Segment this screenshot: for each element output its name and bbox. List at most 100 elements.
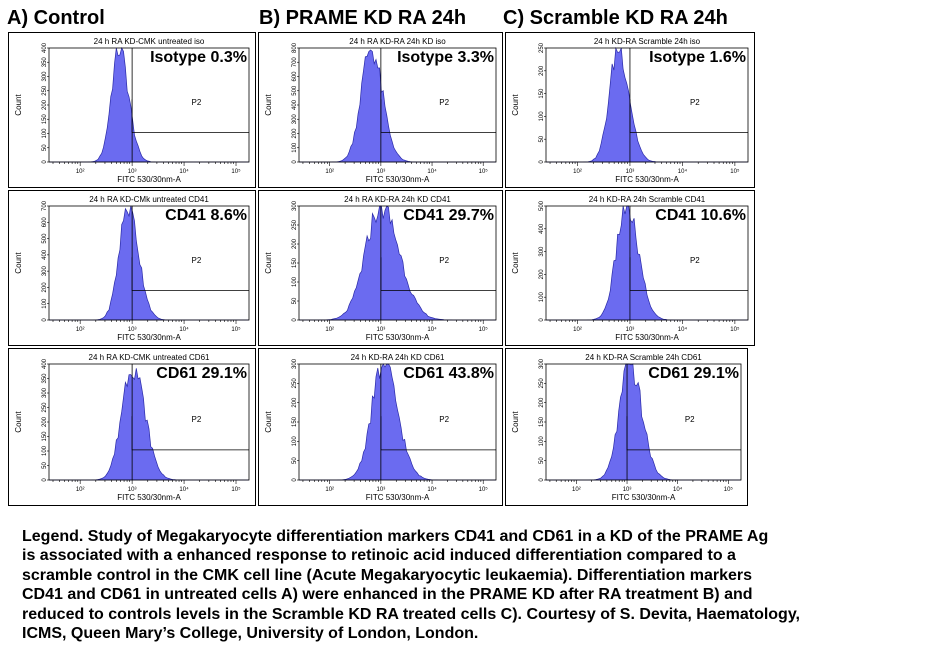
column-title-prame-kd: B) PRAME KD RA 24h	[259, 7, 467, 29]
y-tick-label: 100	[42, 128, 48, 139]
y-tick-label: 100	[42, 298, 48, 309]
plot-frame	[545, 205, 749, 321]
y-tick-label: 50	[292, 297, 298, 304]
y-axis-label: Count	[14, 94, 23, 116]
y-axis-label: Count	[14, 411, 23, 433]
y-tick-label: 200	[539, 65, 545, 76]
y-tick-label: 500	[292, 85, 298, 96]
x-tick-label: 10²	[76, 327, 85, 333]
percent-annotation: CD41 29.7%	[403, 207, 494, 224]
y-tick-label: 400	[539, 223, 545, 234]
y-tick-label: 500	[42, 233, 48, 244]
y-axis-label: Count	[14, 252, 23, 274]
histogram-title: 24 h KD-RA Scramble 24h CD61	[585, 353, 702, 362]
y-axis-label: Count	[264, 411, 273, 433]
x-tick-label: 10²	[325, 327, 334, 333]
y-axis-label: Count	[511, 252, 520, 274]
histogram-panel-prame-cd61: 24 h KD-RA 24h KD CD61 P2 CD61 43.8% 0 50 100…	[258, 348, 503, 506]
gate-box	[626, 364, 741, 451]
y-tick-label: 0	[42, 478, 48, 482]
y-tick-label: 400	[42, 358, 48, 369]
y-tick-label: 0	[292, 160, 298, 164]
x-tick-label: 10²	[76, 169, 85, 175]
column-title-scramble-kd: C) Scramble KD RA 24h	[503, 7, 728, 29]
y-tick-label: 250	[539, 378, 545, 389]
gate-box	[380, 48, 496, 133]
plot-frame	[48, 205, 250, 321]
y-tick-label: 300	[539, 246, 545, 257]
x-tick-label: 10³	[128, 169, 137, 175]
y-tick-label: 150	[42, 431, 48, 442]
y-tick-label: 150	[292, 416, 298, 427]
percent-annotation: Isotype 3.3%	[397, 49, 494, 66]
legend-line: scramble control in the CMK cell line (A…	[22, 566, 753, 584]
gate-box	[629, 48, 748, 133]
y-tick-label: 700	[42, 200, 48, 211]
histogram-title: 24 h RA KD-CMK untreated CD61	[89, 353, 210, 362]
y-tick-label: 300	[292, 358, 298, 369]
histogram-title: 24 h KD-RA Scramble 24h iso	[594, 37, 701, 46]
y-tick-label: 50	[42, 144, 48, 151]
histogram-panel-scramble-cd41: 24 h KD-RA 24h Scramble CD41 P2 CD41 10.6%…	[505, 190, 755, 346]
x-tick-label: 10³	[128, 327, 137, 333]
x-axis-label: FITC 530/30nm-A	[615, 175, 679, 184]
y-axis-label: Count	[264, 94, 273, 116]
histogram-area	[49, 368, 249, 481]
y-tick-label: 400	[292, 99, 298, 110]
histogram-panel-control-isotype: 24 h RA KD-CMK untreated iso P2 Isotype 0.…	[8, 32, 256, 188]
gate-label: P2	[192, 98, 202, 107]
x-tick-label: 10⁵	[724, 486, 734, 493]
y-tick-label: 200	[539, 397, 545, 408]
y-tick-label: 0	[539, 160, 545, 164]
y-tick-label: 500	[539, 200, 545, 211]
y-tick-label: 250	[292, 378, 298, 389]
y-tick-label: 50	[292, 457, 298, 464]
x-tick-label: 10³	[626, 327, 635, 333]
x-tick-label: 10⁴	[673, 486, 683, 493]
y-tick-label: 100	[42, 445, 48, 456]
histogram-svg: 24 h RA KD-CMk untreated CD41 P2 CD41 8.6%…	[14, 195, 250, 342]
y-tick-label: 50	[42, 462, 48, 469]
percent-annotation: Isotype 1.6%	[649, 49, 746, 66]
gate-label: P2	[690, 256, 700, 265]
x-tick-label: 10⁵	[730, 168, 740, 175]
histogram-title: 24 h KD-RA 24h KD CD61	[351, 353, 445, 362]
x-tick-label: 10³	[623, 487, 632, 493]
y-tick-label: 350	[42, 373, 48, 384]
y-axis-label: Count	[511, 411, 520, 433]
histogram-panel-scramble-isotype: 24 h KD-RA Scramble 24h iso P2 Isotype 1.6…	[505, 32, 755, 188]
y-tick-label: 100	[539, 111, 545, 122]
histogram-svg: 24 h RA KD-RA 24h KD CD41 P2 CD41 29.7% 0 50…	[264, 195, 497, 342]
x-axis-label: FITC 530/30nm-A	[366, 175, 430, 184]
gate-label: P2	[192, 256, 202, 265]
histogram-svg: 24 h KD-RA Scramble 24h CD61 P2 CD61 29.1%…	[511, 353, 742, 502]
histogram-svg: 24 h KD-RA 24h KD CD61 P2 CD61 43.8% 0 50 100…	[264, 353, 497, 502]
histogram-panel-control-cd61: 24 h RA KD-CMK untreated CD61 P2 CD61 29.1…	[8, 348, 256, 506]
y-tick-label: 800	[292, 42, 298, 53]
y-tick-label: 300	[42, 265, 48, 276]
histogram-panel-prame-isotype: 24 h RA KD-RA 24h KD iso P2 Isotype 3.3% 0 1…	[258, 32, 503, 188]
legend-line: ICMS, Queen Mary’s College, University o…	[22, 625, 479, 643]
histogram-panel-scramble-cd61: 24 h KD-RA Scramble 24h CD61 P2 CD61 29.1%…	[505, 348, 748, 506]
y-tick-label: 400	[42, 249, 48, 260]
y-tick-label: 0	[292, 318, 298, 322]
x-tick-label: 10³	[626, 169, 635, 175]
gate-box	[131, 48, 249, 133]
x-axis-label: FITC 530/30nm-A	[117, 493, 181, 502]
histogram-svg: 24 h RA KD-CMK untreated iso P2 Isotype 0.…	[14, 37, 250, 184]
y-tick-label: 100	[292, 276, 298, 287]
y-tick-label: 250	[42, 85, 48, 96]
y-tick-label: 0	[539, 318, 545, 322]
y-tick-label: 600	[42, 217, 48, 228]
x-axis-label: FITC 530/30nm-A	[366, 333, 430, 342]
x-tick-label: 10²	[572, 487, 581, 493]
x-tick-label: 10⁵	[231, 168, 241, 175]
y-tick-label: 0	[42, 160, 48, 164]
x-axis-label: FITC 530/30nm-A	[117, 333, 181, 342]
y-tick-label: 0	[292, 478, 298, 482]
percent-annotation: CD61 29.1%	[648, 365, 739, 382]
histogram-title: 24 h RA KD-RA 24h KD CD41	[344, 195, 451, 204]
y-tick-label: 200	[42, 99, 48, 110]
y-tick-label: 200	[539, 269, 545, 280]
y-tick-label: 350	[42, 57, 48, 68]
